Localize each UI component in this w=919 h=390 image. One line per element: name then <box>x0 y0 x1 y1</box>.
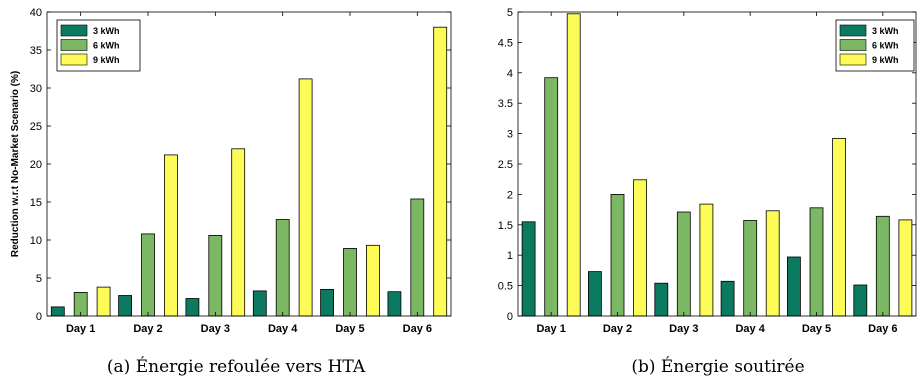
bar-9-kwh-day-3 <box>231 148 246 317</box>
y-tick-label: 5 <box>36 273 42 285</box>
legend-label: 6 kWh <box>872 41 899 51</box>
bar-3-kwh-day-6 <box>387 291 402 317</box>
y-tick-label: 0 <box>507 311 513 323</box>
bar-6-kwh-day-6 <box>410 198 425 317</box>
x-tick-label: Day 4 <box>268 323 298 335</box>
bar-9-kwh-day-4 <box>765 210 780 317</box>
bar-3-kwh-day-1 <box>50 306 65 317</box>
legend-swatch-3-kwh <box>60 24 88 37</box>
y-tick-label: 25 <box>30 121 42 133</box>
bar-6-kwh-day-5 <box>809 207 824 317</box>
legend-label: 9 kWh <box>93 55 120 65</box>
x-tick-label: Day 5 <box>335 323 364 335</box>
bar-3-kwh-day-4 <box>252 290 267 317</box>
bar-9-kwh-day-5 <box>832 138 846 317</box>
chart-caption: (b) Énergie soutirée <box>631 356 804 377</box>
bar-3-kwh-day-1 <box>521 221 536 317</box>
x-tick-label: Day 2 <box>603 323 632 335</box>
chart-panel-b: 0 0.5 1 1.5 2 2.5 3 3.5 4 4.5 5 Day 1 Day 2 Day 3 Day … <box>498 7 917 377</box>
y-tick-label: 4.5 <box>498 37 513 49</box>
bar-6-kwh-day-4 <box>743 220 758 317</box>
bar-3-kwh-day-3 <box>654 282 669 317</box>
legend-label: 6 kWh <box>93 41 120 51</box>
x-tick-label: Day 2 <box>133 323 162 335</box>
bar-6-kwh-day-2 <box>610 193 625 317</box>
chart-panel-a: 0 5 10 15 20 25 30 35 40 Day 1 Day 2 Day 3 Day 4 Day … <box>10 7 452 377</box>
y-tick-label: 40 <box>30 7 42 19</box>
bar-6-kwh-day-5 <box>343 247 357 317</box>
bar-9-kwh-day-6 <box>433 26 448 317</box>
bar-9-kwh-day-2 <box>633 179 647 317</box>
bar-6-kwh-day-6 <box>875 215 890 317</box>
legend-swatch-6-kwh <box>60 39 88 51</box>
x-tick-label: Day 1 <box>66 323 95 335</box>
x-tick-label: Day 3 <box>201 323 230 335</box>
bar-9-kwh-day-5 <box>365 244 380 317</box>
bar-6-kwh-day-4 <box>275 219 290 317</box>
bar-3-kwh-day-4 <box>720 280 735 317</box>
chart-caption: (a) Énergie refoulée vers HTA <box>107 356 366 377</box>
bar-6-kwh-day-1 <box>544 77 559 317</box>
bar-3-kwh-day-5 <box>320 288 335 317</box>
legend-swatch-9-kwh <box>60 53 88 66</box>
bar-6-kwh-day-3 <box>208 234 223 317</box>
legend-label: 3 kWh <box>93 26 120 36</box>
legend-swatch-9-kwh <box>839 53 867 66</box>
bar-3-kwh-day-2 <box>588 271 602 317</box>
y-tick-label: 1 <box>507 250 513 262</box>
bar-3-kwh-day-3 <box>185 298 200 317</box>
y-tick-label: 30 <box>30 83 42 95</box>
bar-9-kwh-day-1 <box>96 286 111 317</box>
x-tick-label: Day 5 <box>802 323 831 335</box>
bar-9-kwh-day-2 <box>163 154 178 317</box>
y-tick-label: 1.5 <box>498 220 513 232</box>
y-tick-label: 2.5 <box>498 159 513 171</box>
legend-label: 3 kWh <box>872 26 899 36</box>
bar-3-kwh-day-2 <box>118 295 132 317</box>
y-tick-label: 4 <box>507 68 513 80</box>
y-axis-label: Reduction w.r.t No-Market Scenario (%) <box>10 71 21 257</box>
y-tick-label: 3.5 <box>498 98 513 110</box>
legend-swatch-3-kwh <box>839 24 867 37</box>
bar-9-kwh-day-4 <box>298 78 313 317</box>
legend: 3 kWh 6 kWh 9 kWh <box>835 19 915 72</box>
bar-9-kwh-day-6 <box>898 219 913 317</box>
y-tick-label: 10 <box>30 235 42 247</box>
bar-6-kwh-day-3 <box>676 211 691 317</box>
bar-9-kwh-day-1 <box>566 13 581 317</box>
bar-9-kwh-day-3 <box>699 203 714 317</box>
y-tick-label: 2 <box>507 189 513 201</box>
y-tick-label: 0.5 <box>498 281 513 293</box>
legend-label: 9 kWh <box>872 55 899 65</box>
y-tick-label: 0 <box>36 311 42 323</box>
y-tick-label: 20 <box>30 159 42 171</box>
x-tick-label: Day 1 <box>536 323 565 335</box>
legend-swatch-6-kwh <box>839 39 867 51</box>
bar-6-kwh-day-2 <box>141 233 155 317</box>
x-tick-label: Day 6 <box>868 323 897 335</box>
y-tick-label: 3 <box>507 129 513 141</box>
x-tick-label: Day 6 <box>403 323 432 335</box>
x-tick-label: Day 3 <box>669 323 698 335</box>
bar-3-kwh-day-6 <box>853 284 868 317</box>
y-tick-label: 15 <box>30 197 42 209</box>
bar-3-kwh-day-5 <box>787 256 801 317</box>
y-tick-label: 5 <box>507 7 513 19</box>
y-tick-label: 35 <box>30 45 42 57</box>
x-tick-label: Day 4 <box>735 323 765 335</box>
legend: 3 kWh 6 kWh 9 kWh <box>56 19 141 72</box>
